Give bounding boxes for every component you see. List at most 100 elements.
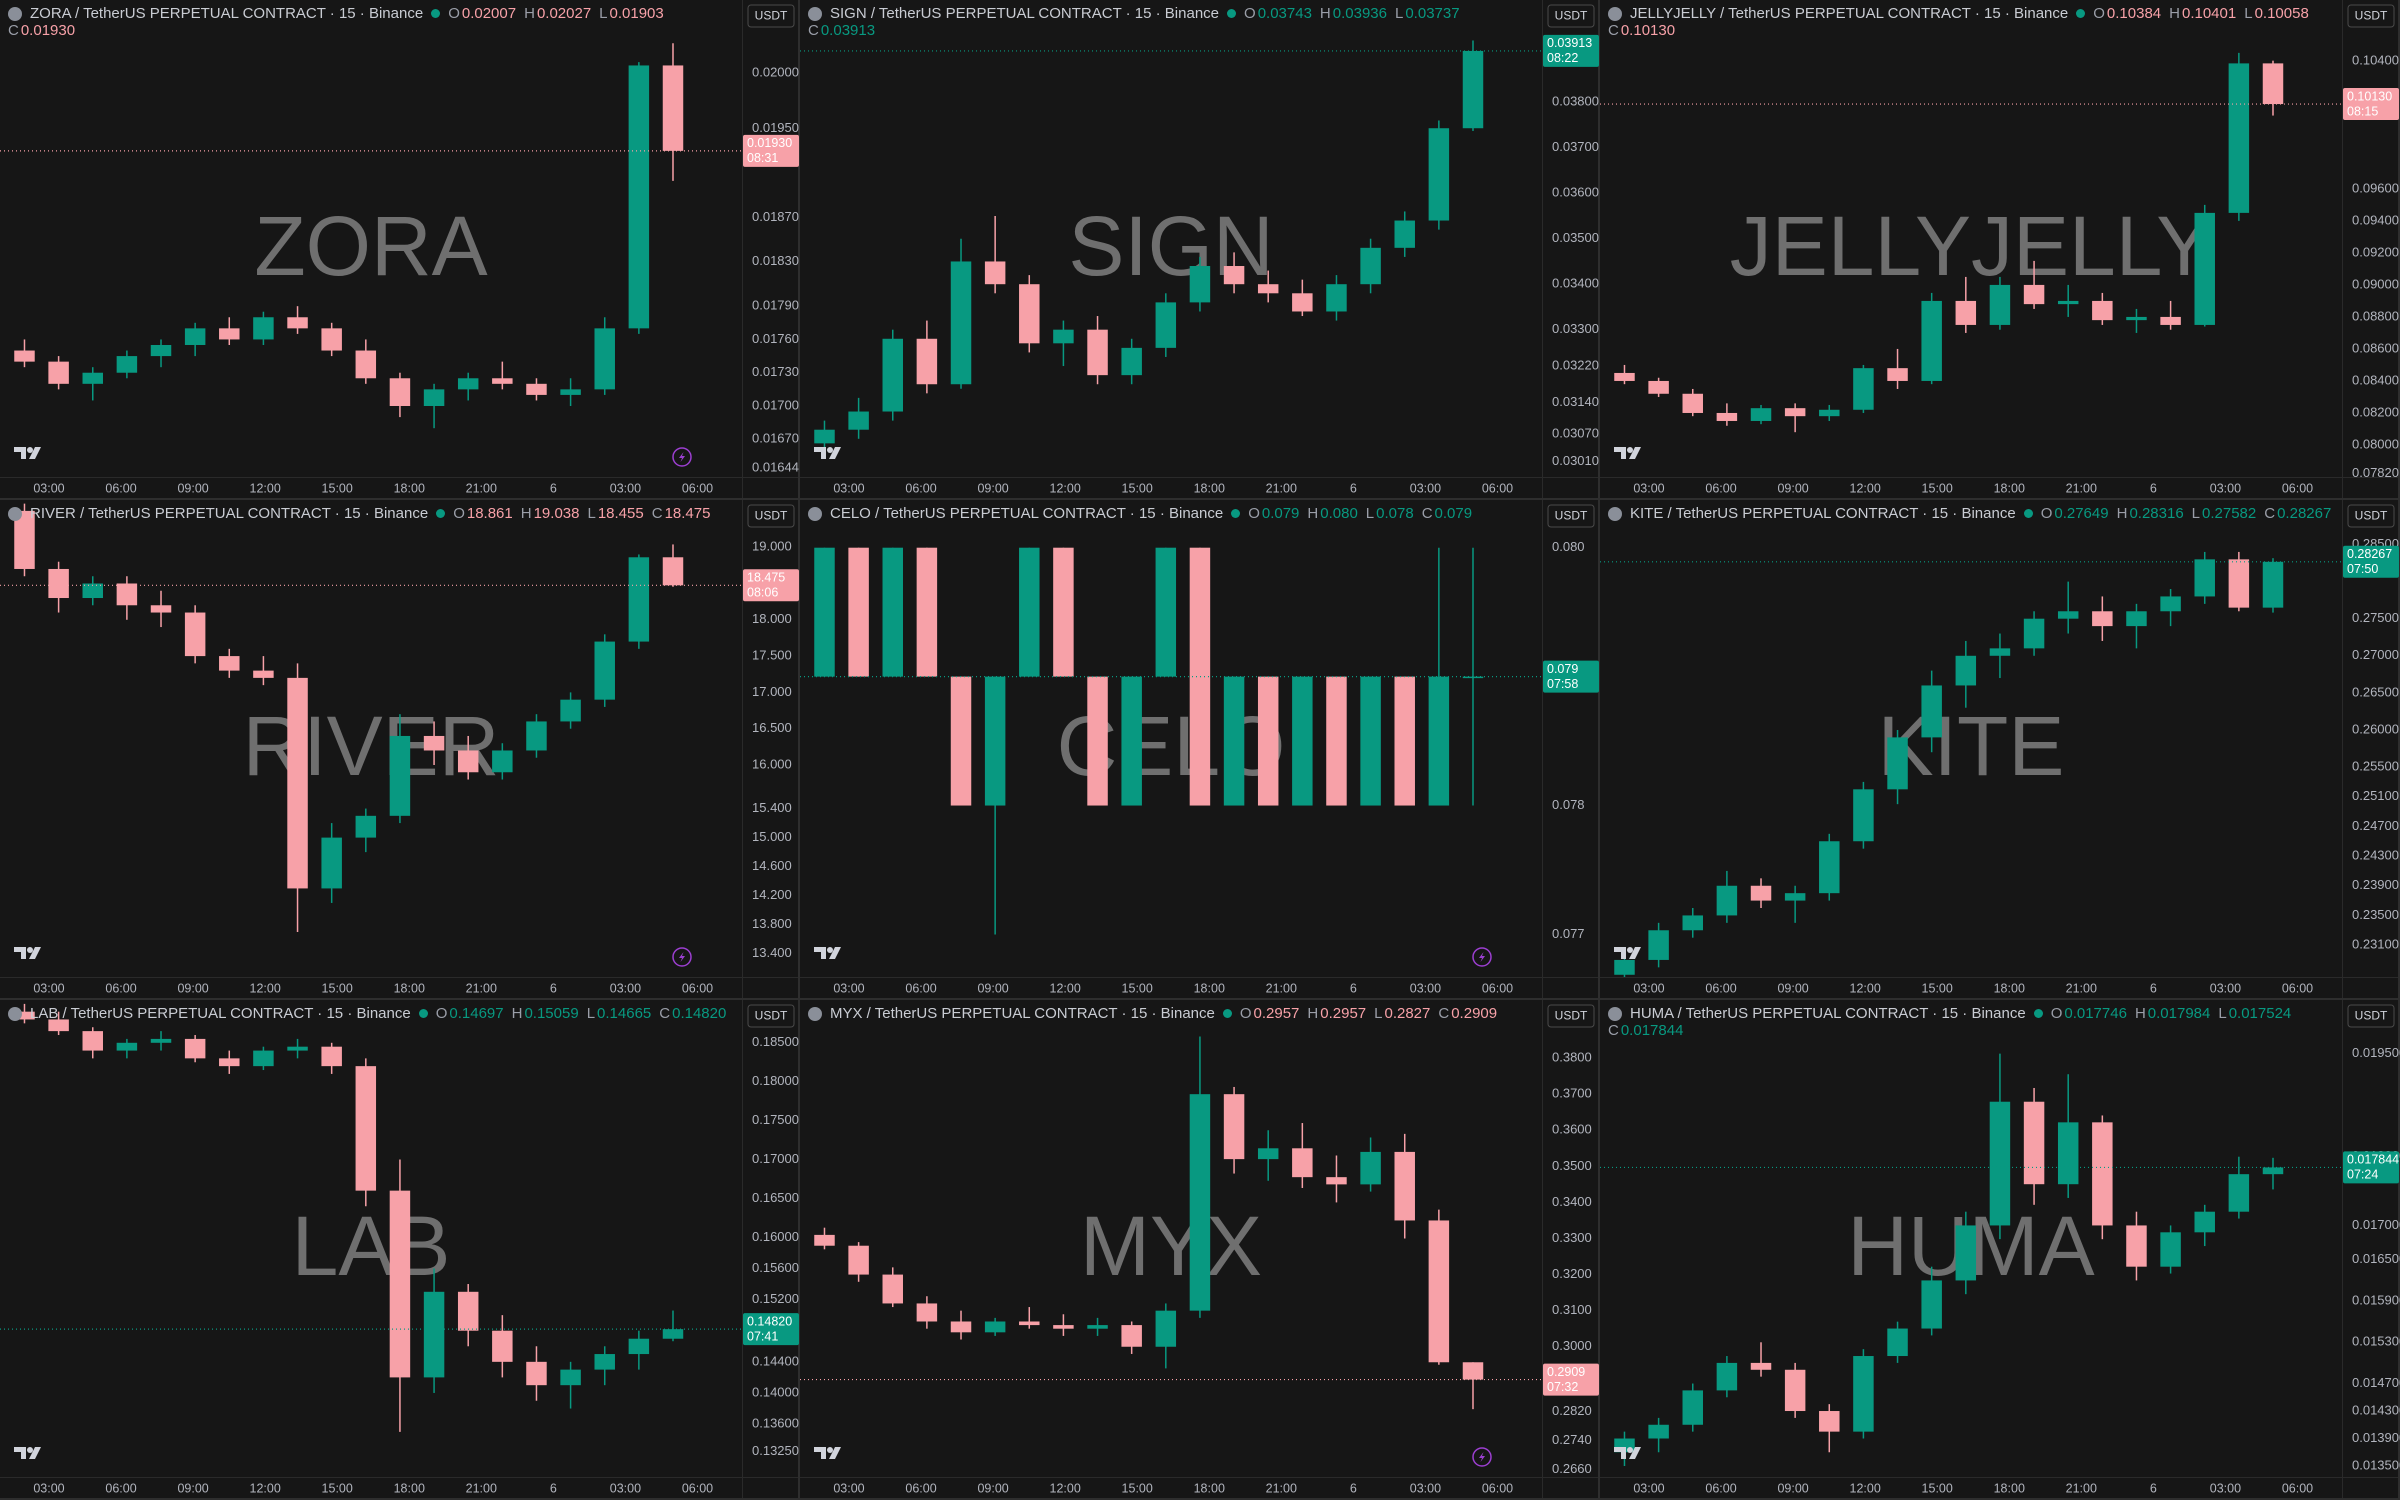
- x-tick-label: 03:00: [610, 481, 641, 495]
- candle-body: [219, 656, 240, 671]
- status-dot: [431, 9, 441, 18]
- candle-body: [82, 372, 103, 384]
- chart-title: CELO / TetherUS PERPETUAL CONTRACT · 15 …: [830, 505, 1224, 522]
- x-tick-label: 12:00: [1050, 1481, 1081, 1495]
- tv-logo-shape: [1614, 1447, 1626, 1459]
- candle-body: [389, 378, 411, 407]
- y-tick-label: 0.15200: [752, 1291, 799, 1306]
- candle-body: [662, 65, 684, 151]
- candle-body: [1716, 885, 1738, 916]
- chart-panel: LAB 0.18500 0.18000 0.17500 0.17000 0.16500 0.…: [0, 1000, 800, 1500]
- bolt-ring: [1472, 947, 1492, 967]
- candle-body: [184, 612, 206, 657]
- x-tick-label: 15:00: [1122, 481, 1153, 495]
- chart-title: JELLYJELLY / TetherUS PERPETUAL CONTRACT…: [1630, 5, 2069, 22]
- currency-button-frame: [747, 4, 795, 28]
- countdown-label: 08:31: [747, 151, 778, 165]
- status-dot: [2033, 1009, 2043, 1018]
- y-tick-label: 17.500: [752, 648, 792, 663]
- ohlc-value: 0.2957: [1320, 1005, 1367, 1022]
- y-tick-label: 0.01700: [752, 397, 799, 412]
- chart-header: LAB / TetherUS PERPETUAL CONTRACT · 15 ·…: [8, 1005, 734, 1022]
- candle-body: [48, 568, 69, 599]
- tv-logo-dot: [1627, 447, 1633, 453]
- candle-body: [882, 547, 903, 677]
- candle-body: [1887, 1328, 1908, 1357]
- candle-body: [150, 1038, 172, 1043]
- chart-title: SIGN / TetherUS PERPETUAL CONTRACT · 15 …: [830, 5, 1220, 22]
- x-tick-label: 21:00: [466, 481, 497, 495]
- candle-body: [1784, 1369, 1806, 1412]
- candle-body: [1223, 1094, 1245, 1160]
- candle-body: [1682, 393, 1703, 413]
- candle-body: [848, 411, 869, 430]
- y-tick-label: 0.25500: [2352, 758, 2399, 773]
- ohlc-label: O: [1248, 505, 1260, 522]
- watermark: JELLYJELLY: [1730, 199, 2213, 293]
- candle-body: [1053, 329, 1074, 344]
- chart: HUMA0.0195000.0180000.0170000.0165000.01…: [1600, 1000, 2400, 1500]
- y-tick-label: 0.03500: [1552, 230, 1599, 245]
- candle-body: [560, 699, 581, 722]
- ohlc-label: H: [1307, 505, 1319, 522]
- ohlc-label: C: [1608, 1022, 1619, 1039]
- y-tick-label: 0.07820: [2352, 465, 2399, 480]
- x-tick-label: 6: [2150, 1481, 2157, 1495]
- tv-logo-shape: [14, 947, 26, 959]
- candle-body: [1087, 676, 1108, 806]
- currency-button: USDT: [1555, 509, 1588, 523]
- ohlc-item: H 0.10401: [2169, 5, 2236, 22]
- ohlc-item: L 0.10058: [2244, 5, 2309, 22]
- ohlc-item: H 0.080: [1307, 505, 1357, 522]
- candle-body: [1155, 547, 1177, 677]
- chart-header: JELLYJELLY / TetherUS PERPETUAL CONTRACT…: [1608, 5, 2334, 39]
- candle-body: [389, 1190, 411, 1378]
- last-price-label: 0.03913: [1547, 36, 1592, 50]
- candle-body: [1257, 284, 1279, 294]
- y-tick-label: 0.17000: [752, 1151, 799, 1166]
- x-tick-label: 15:00: [1922, 981, 1953, 995]
- y-tick-label: 0.03010: [1552, 453, 1599, 468]
- candle-body: [814, 547, 835, 677]
- x-tick-label: 18:00: [1994, 481, 2025, 495]
- candle-body: [355, 350, 377, 379]
- x-tick-label: 09:00: [1777, 1481, 1808, 1495]
- symbol-icon: [1608, 1006, 1622, 1021]
- ohlc-item: O 18.861: [453, 505, 513, 522]
- y-tick-label: 13.400: [752, 945, 792, 960]
- candle-body: [1784, 408, 1806, 417]
- y-tick-label: 0.08400: [2352, 372, 2399, 387]
- y-tick-label: 0.3100: [1552, 1302, 1592, 1317]
- candle-body: [1428, 128, 1450, 221]
- last-price-box: [743, 1313, 799, 1346]
- ohlc-item: O 0.017746: [2051, 1005, 2127, 1022]
- symbol-icon: [8, 1006, 22, 1021]
- currency-button-frame: [2347, 504, 2395, 528]
- candle-body: [423, 735, 445, 751]
- ohlc-label: C: [2264, 505, 2276, 522]
- ohlc-value: 0.017984: [2147, 1005, 2211, 1022]
- currency-button-frame: [2347, 1004, 2395, 1028]
- candle-body: [2262, 63, 2284, 105]
- x-tick-label: 06:00: [1705, 481, 1736, 495]
- ohlc-label: O: [448, 5, 460, 22]
- x-tick-label: 03:00: [1410, 1481, 1441, 1495]
- x-tick-label: 03:00: [1633, 1481, 1664, 1495]
- x-tick-label: 6: [1350, 481, 1357, 495]
- symbol-icon: [1608, 506, 1622, 521]
- symbol-icon: [808, 6, 822, 21]
- ohlc-label: C: [659, 1005, 671, 1022]
- ohlc-label: C: [1608, 22, 1619, 39]
- x-tick-label: 15:00: [322, 1481, 353, 1495]
- ohlc-value: 0.2827: [1384, 1005, 1431, 1022]
- tv-logo-shape: [1614, 947, 1626, 959]
- y-tick-label: 15.400: [752, 800, 792, 815]
- tv-logo: [814, 1447, 841, 1459]
- y-tick-label: 15.000: [752, 829, 792, 844]
- ohlc-value: 0.14697: [449, 1005, 504, 1022]
- ohlc-label: H: [524, 5, 535, 22]
